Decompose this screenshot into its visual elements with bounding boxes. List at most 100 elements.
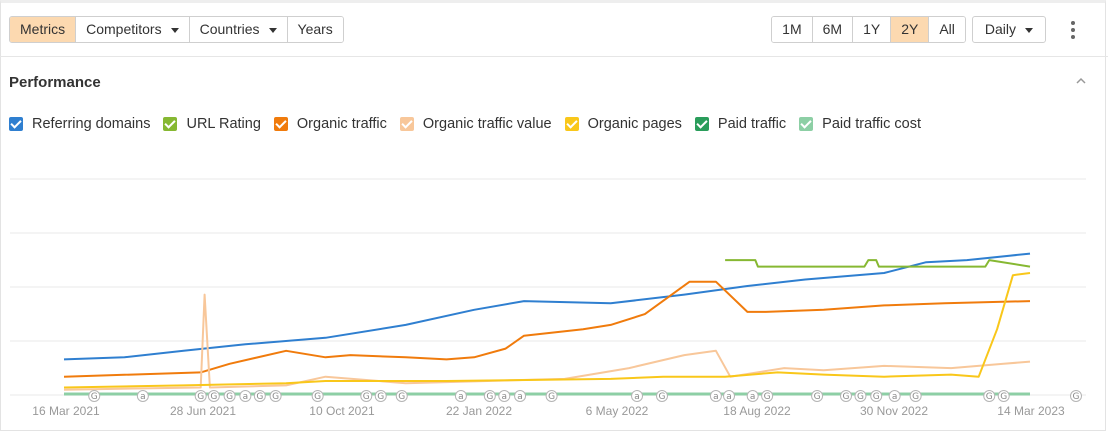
range-selector: 1M 6M 1Y 2Y All [771,16,966,43]
annotation-label: G [272,392,279,402]
annotation-circle [709,390,722,402]
annotation-circle [514,390,527,402]
annotation-label: a [892,392,898,402]
annotation-marker[interactable]: G [870,390,883,403]
legend-paid-traffic[interactable]: Paid traffic [694,116,786,132]
annotation-marker[interactable]: G [909,390,922,403]
annotation-circle [374,390,387,402]
annotation-marker[interactable]: a [514,390,527,403]
annotation-circle [311,390,324,402]
annotation-label: a [140,392,146,402]
series-line-referring-domains [63,252,1031,361]
annotation-circle [840,390,852,402]
annotation-marker[interactable]: G [483,390,496,403]
annotation-circle [194,390,207,402]
caret-down-icon [1025,27,1033,33]
annotation-marker[interactable]: G [1070,390,1082,403]
annotation-label: G [843,392,850,402]
annotation-circle [983,390,996,402]
annotation-circle [207,390,220,402]
annotation-circle [631,390,644,402]
legend-organic-traffic[interactable]: Organic traffic [273,116,387,132]
tab-metrics[interactable]: Metrics [10,17,76,42]
annotation-label: G [226,392,233,402]
annotation-marker[interactable]: a [136,390,149,403]
annotation-marker[interactable]: G [194,390,207,403]
annotation-circle [811,390,824,402]
chevron-up-icon[interactable] [1076,76,1086,86]
annotation-circle [483,390,496,402]
annotation-marker[interactable]: G [997,390,1010,403]
annotation-label: G [377,392,384,402]
annotation-marker[interactable]: a [454,390,467,403]
annotation-marker[interactable]: G [811,390,824,403]
annotation-marker[interactable]: G [360,390,373,403]
legend-referring-domains[interactable]: Referring domains [9,116,150,132]
annotation-marker[interactable]: G [253,390,266,403]
checkbox-icon [799,117,814,131]
annotation-marker[interactable]: G [395,390,408,403]
annotation-marker[interactable]: G [207,390,220,403]
annotation-marker[interactable]: G [656,390,668,403]
x-tick-label: 14 Mar 2023 [997,404,1065,418]
tab-countries[interactable]: Countries [188,17,287,42]
annotation-marker[interactable]: G [269,390,282,403]
checkbox-icon [564,117,579,131]
annotation-label: G [873,392,880,402]
annotation-circle [395,390,408,402]
legend-organic-pages[interactable]: Organic pages [564,116,682,132]
annotation-label: G [210,392,217,402]
range-6m-button[interactable]: 6M [811,17,853,42]
annotation-marker[interactable]: a [723,390,736,403]
more-options-icon[interactable] [1066,17,1080,42]
caret-down-icon [268,27,277,33]
annotation-marker[interactable]: a [498,390,511,403]
legend-paid-traffic-cost[interactable]: Paid traffic cost [799,116,921,132]
annotation-label: G [314,392,321,402]
annotation-label: a [634,392,640,402]
annotation-marker[interactable]: G [840,390,852,403]
annotation-label: G [398,392,405,402]
annotation-marker[interactable]: G [88,390,101,403]
checkbox-icon [163,117,178,131]
annotation-marker[interactable]: G [374,390,387,403]
checkbox-icon [9,117,23,131]
range-1y-button[interactable]: 1Y [852,17,891,42]
annotation-marker[interactable]: G [311,390,324,403]
annotation-marker[interactable]: G [761,390,774,403]
annotation-circle [223,390,236,402]
annotation-label: G [548,392,555,402]
annotation-label: a [502,392,508,402]
tab-years[interactable]: Years [286,17,343,42]
tab-competitors[interactable]: Competitors [75,17,189,42]
series-line-url-rating [725,259,1031,268]
annotation-marker[interactable]: G [223,390,236,403]
annotation-label: G [986,392,993,402]
annotation-marker[interactable]: a [709,390,722,403]
legend-organic-traffic-value[interactable]: Organic traffic value [399,116,552,132]
annotation-label: G [857,392,864,402]
annotation-marker[interactable]: G [545,390,558,403]
range-2y-button[interactable]: 2Y [890,17,929,42]
annotation-marker[interactable]: a [746,390,759,403]
x-tick-label: 18 Aug 2022 [723,404,791,418]
x-tick-label: 6 May 2022 [586,404,649,418]
annotation-label: a [517,392,523,402]
legend-url-rating[interactable]: URL Rating [163,116,261,132]
annotation-circle [454,390,467,402]
view-tabs: Metrics Competitors Countries Years [9,16,344,43]
annotation-marker[interactable]: a [631,390,644,403]
annotation-label: a [726,392,732,402]
annotation-marker[interactable]: a [239,390,252,403]
annotation-marker[interactable]: a [888,390,901,403]
range-1m-button[interactable]: 1M [772,17,812,42]
annotation-marker[interactable]: G [983,390,996,403]
checkbox-icon [399,117,414,131]
interval-dropdown[interactable]: Daily [971,16,1046,43]
checkbox-icon [694,117,709,131]
annotation-label: a [243,392,249,402]
annotation-marker[interactable]: G [854,390,867,403]
annotation-circle [854,390,867,402]
range-all-button[interactable]: All [928,17,965,42]
x-tick-label: 30 Nov 2022 [860,404,928,418]
